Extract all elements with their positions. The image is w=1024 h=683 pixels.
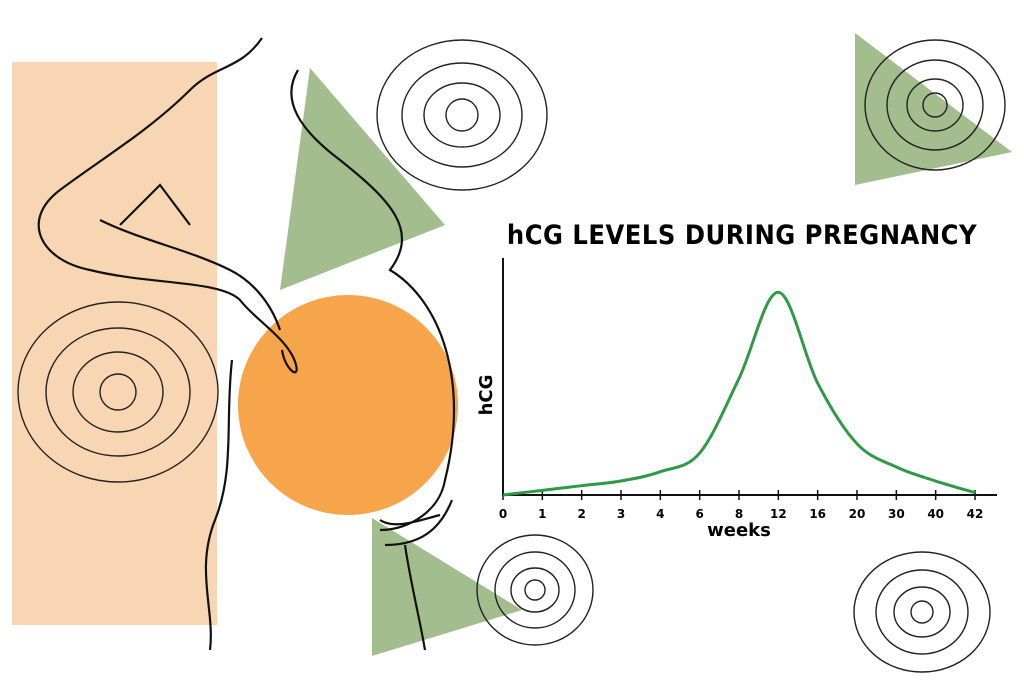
flower (864, 39, 1006, 171)
chart-title: hCG LEVELS DURING PREGNANCY (507, 220, 977, 251)
flower (476, 534, 594, 646)
x-tick-label: 2 (577, 507, 585, 521)
x-tick-label: 8 (735, 507, 743, 521)
triangle (855, 33, 1012, 185)
orange-circle (238, 295, 458, 515)
triangle (372, 518, 522, 656)
flower (853, 551, 991, 673)
x-tick-label: 6 (695, 507, 703, 521)
x-tick-label: 4 (656, 507, 664, 521)
peach-panel (12, 62, 217, 625)
x-tick-label: 20 (849, 507, 866, 521)
line (502, 290, 976, 497)
y-axis-label: hCG (476, 375, 497, 416)
x-axis-label: weeks (707, 520, 771, 541)
x-tick-label: 16 (809, 507, 826, 521)
x-tick-label: 3 (617, 507, 625, 521)
x-tick-label: 0 (499, 507, 507, 521)
x-tick-label: 40 (927, 507, 944, 521)
x-tick-label: 42 (967, 507, 984, 521)
x-tick-label: 1 (538, 507, 546, 521)
flower (17, 301, 219, 483)
x-tick-label: 30 (888, 507, 905, 521)
figure-outline (37, 37, 456, 651)
x-tick-label: 12 (770, 507, 787, 521)
flower (376, 39, 548, 191)
